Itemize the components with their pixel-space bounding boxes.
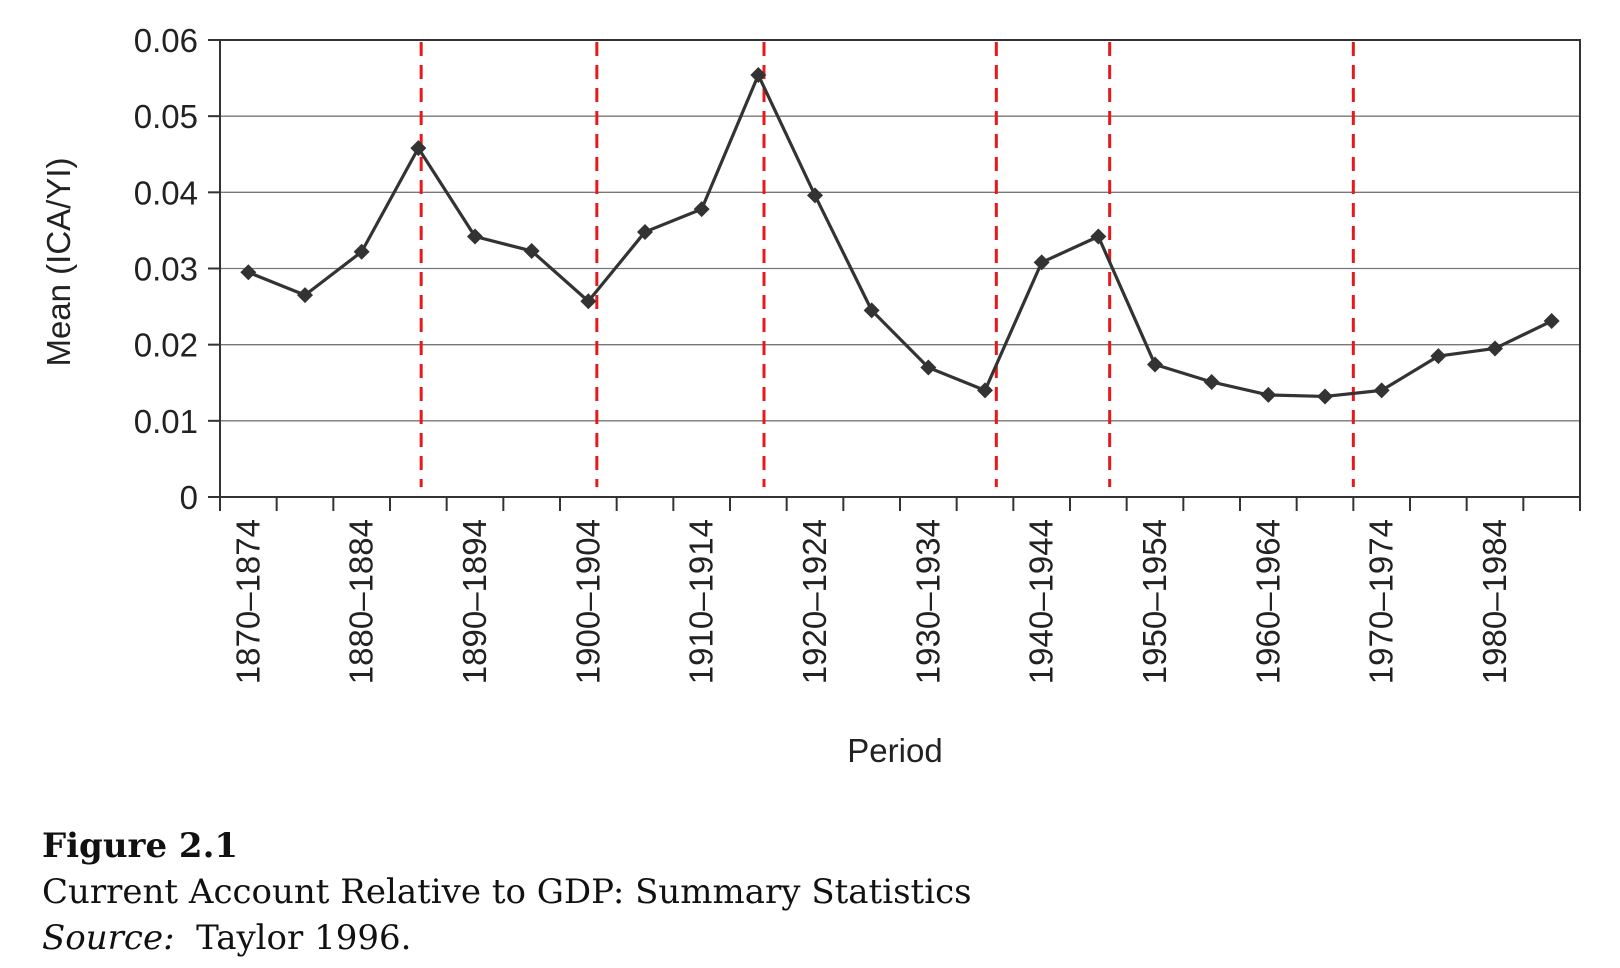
x-tick-label: 1940–1944 bbox=[1023, 519, 1060, 684]
data-point bbox=[1430, 348, 1447, 365]
data-point bbox=[240, 264, 257, 281]
source-text: Taylor 1996. bbox=[196, 918, 412, 958]
data-point bbox=[1203, 373, 1220, 390]
data-point bbox=[353, 243, 370, 260]
x-tick-label: 1920–1924 bbox=[796, 519, 833, 684]
x-tick-label: 1960–1964 bbox=[1249, 519, 1286, 684]
data-point bbox=[523, 242, 540, 259]
data-point bbox=[863, 302, 880, 319]
data-point bbox=[1373, 382, 1390, 399]
data-point bbox=[693, 201, 710, 218]
data-point bbox=[920, 359, 937, 376]
x-axis-title: Period bbox=[847, 732, 942, 769]
x-tick-label: 1870–1874 bbox=[229, 519, 266, 684]
x-tick-label: 1900–1904 bbox=[569, 519, 606, 684]
data-point bbox=[637, 223, 653, 240]
line-chart: 0 0.01 0.02 0.03 0.04 0.05 0.06 1870–1874 1880–… bbox=[40, 22, 1581, 769]
data-point bbox=[1147, 356, 1163, 373]
series-line bbox=[247, 73, 1553, 399]
y-tick-label: 0.04 bbox=[134, 174, 198, 211]
data-point bbox=[1487, 340, 1503, 357]
x-tick-label: 1930–1934 bbox=[909, 519, 946, 684]
y-tick-label: 0.02 bbox=[134, 327, 198, 364]
y-tick-label: 0.06 bbox=[134, 22, 198, 59]
x-tick-label: 1980–1984 bbox=[1476, 519, 1513, 684]
data-point bbox=[410, 140, 427, 157]
y-tick-label: 0.03 bbox=[134, 251, 198, 288]
x-tick-label: 1880–1884 bbox=[343, 519, 380, 684]
data-series bbox=[240, 67, 1560, 405]
vertical-dashed-lines bbox=[419, 42, 1355, 487]
x-tick-label: 1950–1954 bbox=[1136, 519, 1173, 684]
y-axis-ticks: 0 0.01 0.02 0.03 0.04 0.05 0.06 bbox=[134, 22, 220, 516]
data-point bbox=[807, 187, 823, 204]
data-point bbox=[467, 228, 483, 245]
source-label: Source: bbox=[42, 918, 175, 958]
data-point bbox=[580, 293, 597, 310]
x-tick-label: 1910–1914 bbox=[683, 519, 720, 684]
data-point bbox=[750, 67, 767, 84]
y-tick-label: 0.01 bbox=[134, 403, 198, 440]
data-point bbox=[977, 382, 993, 399]
y-tick-label: 0.05 bbox=[134, 98, 198, 135]
gridlines bbox=[220, 39, 1580, 422]
figure-label: Figure 2.1 bbox=[42, 826, 239, 866]
x-tick-label: 1890–1894 bbox=[456, 519, 493, 684]
y-axis-title: Mean (ICA/YI) bbox=[40, 157, 77, 366]
data-point bbox=[1543, 313, 1560, 330]
figure-source: Source: Taylor 1996. bbox=[42, 918, 411, 958]
data-point bbox=[1317, 388, 1333, 405]
figure-title: Current Account Relative to GDP: Summary… bbox=[42, 872, 972, 912]
x-tick-label: 1970–1974 bbox=[1363, 519, 1400, 684]
x-axis-ticks: 1870–1874 1880–1884 1890–1894 1900–1904 1910… bbox=[219, 497, 1581, 684]
data-point bbox=[1033, 254, 1050, 271]
data-point bbox=[1260, 386, 1277, 403]
data-point bbox=[1090, 228, 1107, 245]
y-tick-label: 0 bbox=[180, 479, 198, 516]
data-point bbox=[297, 287, 313, 304]
